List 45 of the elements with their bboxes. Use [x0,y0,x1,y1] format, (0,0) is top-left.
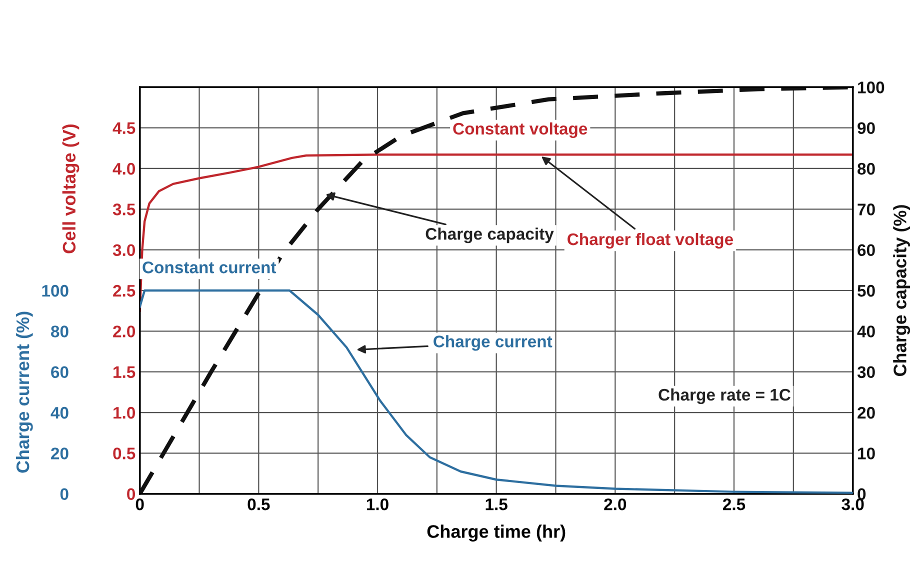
y-tick-label: 3.5 [112,204,136,216]
annotation: Charger float voltage [568,232,734,249]
x-tick-label: 0.5 [248,498,270,510]
annotation: Constant current [142,262,276,274]
y3-tick-label: 80 [51,326,68,338]
y3-tick-label: 100 [42,284,68,297]
y-tick-label: 2.0 [113,326,135,338]
y3-tick-label: 0 [60,488,68,500]
y-tick-label: 0 [127,488,135,500]
y2-tick-label: 50 [858,284,875,297]
y2-tick-label: 10 [858,448,875,460]
x-tick-label: 1.0 [366,498,388,510]
x-tick-label: 1.5 [486,498,508,510]
y-axis-title: Cell voltage (V) [62,124,80,254]
y-tick-label: 4.5 [112,122,136,134]
annotation: Charge rate = 1C [658,388,791,404]
x-tick-label: 3.0 [842,498,864,510]
annotation: Charge capacity [426,228,554,244]
x-tick-label: 0 [136,498,144,510]
y2-tick-label: 70 [858,204,875,216]
annotation: Charge current [434,335,552,351]
annotation: Constant voltage [453,122,588,138]
y-tick-label: 3.0 [112,244,135,256]
y2-tick-label: 20 [858,406,875,419]
y2-tick-label: 30 [857,366,875,378]
y2-tick-label: 40 [857,326,875,338]
y2-tick-label: 100 [858,82,884,94]
y3-axis-title: Charge current (%) [16,312,33,473]
x-tick-label: 2.5 [723,498,746,510]
line-series [140,154,853,312]
y3-tick-label: 60 [51,366,68,378]
y-tick-label: 0.5 [113,448,136,460]
y3-tick-label: 20 [51,448,68,460]
y-tick-label: 4.0 [112,162,135,175]
x-axis-title: Charge time (hr) [427,524,566,542]
y2-tick-label: 60 [858,244,875,256]
y2-tick-label: 90 [858,122,875,134]
y-tick-label: 2.5 [113,284,136,297]
y3-tick-label: 40 [50,406,68,419]
y2-axis-title: Charge capacity (%) [893,205,910,376]
y2-tick-label: 80 [858,162,875,175]
y-tick-label: 1.0 [114,406,135,419]
y2-tick-label: 0 [858,488,866,500]
x-tick-label: 2.0 [604,498,626,510]
y-tick-label: 1.5 [114,366,136,378]
